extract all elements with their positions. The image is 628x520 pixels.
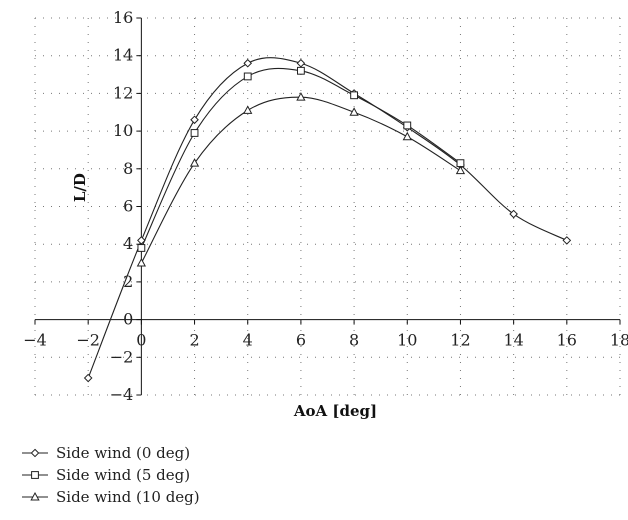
data-point [562, 236, 572, 245]
data-point [243, 72, 252, 81]
legend-marker [30, 491, 40, 501]
data-point [455, 165, 466, 175]
x-tick-label: 12 [450, 331, 470, 350]
y-tick-label: 2 [123, 272, 133, 291]
x-tick-label: 8 [349, 331, 359, 350]
legend-label: Side wind (5 deg) [56, 466, 190, 484]
y-tick-label: 4 [123, 234, 133, 253]
x-tick-label: 0 [136, 331, 146, 350]
data-point [243, 105, 253, 114]
data-point [509, 209, 518, 219]
x-axis-title: AoA [deg] [293, 402, 377, 420]
series-diamond [83, 57, 572, 383]
x-tick-label: 10 [397, 331, 417, 350]
data-point [190, 115, 199, 125]
data-point [137, 236, 146, 245]
x-tick-label: 6 [296, 331, 306, 350]
data-point [349, 107, 359, 116]
y-tick-label: 0 [123, 310, 133, 329]
y-tick-label: 6 [123, 197, 133, 216]
legend-label: Side wind (10 deg) [56, 488, 200, 506]
x-tick-label: 14 [503, 331, 523, 350]
legend-marker [31, 471, 39, 479]
x-tick-label: 4 [243, 331, 253, 350]
legend: Side wind (0 deg) Side wind (5 deg) Side w… [22, 444, 200, 506]
data-point [137, 244, 146, 252]
data-point [350, 91, 358, 100]
y-tick-label: 14 [113, 46, 133, 65]
legend-marker [30, 448, 40, 458]
data-point [403, 121, 412, 130]
data-point [402, 131, 412, 141]
data-point [190, 129, 199, 137]
data-point [243, 58, 253, 68]
x-tick-label: 2 [189, 331, 199, 350]
y-tick-label: 16 [113, 8, 133, 27]
y-tick-label: 12 [113, 83, 133, 102]
series-triangle [136, 92, 466, 267]
y-axis-title: L/D [71, 173, 89, 202]
legend-label: Side wind (0 deg) [56, 444, 190, 462]
legend-entry: Side wind (5 deg) [22, 466, 190, 484]
data-point [296, 58, 306, 68]
series-square [137, 66, 465, 252]
data-point [189, 158, 200, 167]
y-tick-label: 8 [123, 159, 133, 178]
y-tick-label: 10 [113, 121, 133, 140]
data-point [296, 92, 306, 101]
data-point [136, 258, 147, 267]
series-group [83, 57, 572, 383]
x-tick-label: −4 [23, 331, 47, 350]
data-point [297, 66, 305, 75]
x-tick-label: 16 [557, 331, 577, 350]
data-point [456, 159, 465, 168]
series-line [87, 57, 568, 379]
x-tick-label: 18 [610, 331, 628, 350]
data-point [83, 373, 93, 383]
y-tick-label: −4 [110, 385, 134, 404]
legend-entry: Side wind (10 deg) [22, 488, 200, 506]
axes [34, 17, 621, 396]
legend-entry: Side wind (0 deg) [22, 444, 190, 462]
x-tick-label: −2 [76, 331, 100, 350]
y-tick-label: −2 [110, 347, 134, 366]
